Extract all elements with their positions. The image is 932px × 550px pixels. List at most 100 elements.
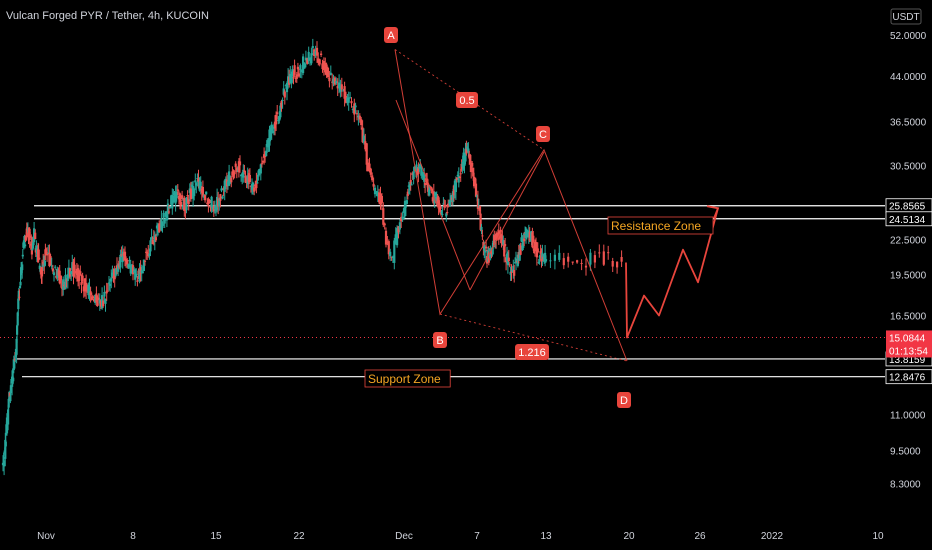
candle-body — [139, 267, 142, 274]
candle-body — [122, 253, 125, 256]
candle-body — [342, 90, 345, 92]
candle-body — [454, 179, 457, 192]
candle-body — [256, 182, 259, 184]
candle-body — [364, 141, 367, 150]
candle-body — [280, 101, 283, 108]
pattern-point-b: B — [436, 335, 443, 347]
candle-body — [44, 249, 48, 254]
candle-body — [401, 216, 404, 220]
candle-body — [423, 174, 426, 182]
candle-body — [189, 188, 192, 200]
candle-body — [519, 245, 522, 255]
candle-body — [86, 287, 89, 292]
candle-body — [121, 251, 124, 263]
candle-body — [340, 84, 343, 90]
candle-body — [475, 195, 479, 197]
ratio-ac-box — [456, 92, 478, 108]
pattern-xb-leg — [395, 99, 471, 291]
candle-body — [19, 281, 22, 286]
chart-title: Vulcan Forged PYR / Tether, 4h, KUCOIN — [6, 10, 209, 22]
candle-body — [297, 73, 301, 77]
candle-body — [501, 235, 504, 245]
level-label: 13.8159 — [889, 355, 926, 366]
candle-body — [15, 338, 18, 355]
candle-body — [147, 253, 150, 256]
candle-body — [29, 244, 32, 246]
candle-body — [129, 264, 132, 274]
candle-body — [369, 168, 372, 175]
candle-body — [62, 279, 65, 290]
candle-body — [303, 63, 306, 69]
candle-body — [159, 223, 162, 225]
price-tick-label: 30.5000 — [890, 161, 927, 172]
candle-body — [351, 108, 354, 111]
candle-body — [396, 228, 399, 246]
candle-body — [24, 244, 27, 247]
candle-body — [188, 188, 191, 193]
time-axis[interactable]: Nov 8 15 22 Dec 7 13 20 26 2022 10 — [37, 531, 884, 542]
candle-body — [472, 167, 475, 177]
candle-body — [24, 235, 27, 241]
time-tick-label: 22 — [293, 531, 305, 542]
candle-body — [135, 273, 138, 278]
candle-body — [380, 196, 383, 203]
candle-body — [544, 252, 547, 261]
candle-body — [80, 282, 83, 286]
candle-body — [473, 176, 476, 187]
candle-body — [503, 245, 506, 257]
price-tick-label: 52.0000 — [890, 31, 927, 42]
candle-body — [143, 260, 147, 262]
candle-body — [154, 237, 157, 241]
candle-body — [506, 257, 509, 266]
candle-body — [276, 112, 279, 115]
candle-body — [455, 177, 458, 180]
candle-body — [505, 253, 509, 261]
candle-body — [73, 264, 76, 274]
candle-body — [200, 188, 203, 193]
candle-body — [329, 72, 332, 76]
candle-body — [549, 260, 552, 262]
candle-body — [164, 211, 167, 217]
candle-body — [103, 292, 106, 297]
price-axis[interactable]: 52.0000 44.0000 36.5000 30.5000 22.5000 19.50… — [885, 0, 932, 550]
candle-body — [42, 262, 45, 265]
candle-body — [397, 226, 400, 233]
candle-body — [281, 100, 284, 101]
candle-body — [125, 258, 128, 262]
candle-body — [148, 253, 151, 256]
ratio-ac: 0.5 — [459, 95, 474, 107]
candle-body — [513, 270, 516, 276]
candle-body — [346, 97, 349, 103]
candle-body — [237, 161, 240, 173]
candle-body — [469, 154, 472, 165]
candle-body — [46, 252, 49, 256]
candle-body — [98, 299, 101, 304]
pattern-point-a: A — [387, 30, 395, 42]
candle-body — [21, 254, 24, 257]
candle-body — [210, 196, 213, 208]
candle-body — [357, 115, 360, 118]
candle-body — [11, 370, 14, 383]
candle-body — [123, 251, 127, 261]
candle-body — [335, 81, 338, 84]
candle-body — [593, 255, 596, 263]
candle-body — [371, 175, 374, 181]
currency-box — [890, 8, 922, 25]
candle-body — [85, 282, 88, 292]
candle-body — [247, 173, 250, 183]
candle-body — [117, 265, 120, 272]
time-tick-label: 10 — [872, 531, 884, 542]
level-box — [885, 211, 932, 227]
candle-body — [151, 239, 154, 245]
candle-body — [516, 254, 519, 266]
harmonic-pattern — [394, 49, 628, 362]
candle-body — [58, 270, 61, 284]
candle-body — [7, 409, 10, 425]
ratio-bd: 1.216 — [518, 347, 546, 359]
candle-body — [16, 325, 19, 335]
pattern-point-a-box — [384, 27, 398, 43]
candle-body — [332, 78, 335, 84]
candle-body — [532, 235, 535, 243]
candle-body — [406, 191, 409, 196]
